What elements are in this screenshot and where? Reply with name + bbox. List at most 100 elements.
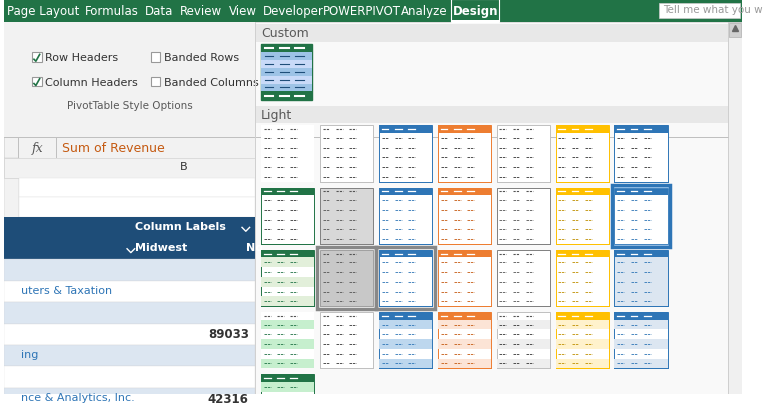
Bar <box>615 250 667 258</box>
Bar <box>379 250 432 306</box>
Text: Row Headers: Row Headers <box>45 53 118 63</box>
Text: Design: Design <box>452 5 498 18</box>
Bar <box>556 126 608 182</box>
Bar <box>556 250 608 258</box>
Bar <box>4 281 256 303</box>
Bar <box>437 312 491 320</box>
Bar <box>556 359 608 369</box>
Bar <box>379 126 432 134</box>
Bar <box>437 126 491 134</box>
Bar <box>379 359 432 369</box>
Text: 42316: 42316 <box>207 392 249 405</box>
Bar <box>261 359 314 369</box>
Bar <box>261 77 312 84</box>
Text: 89033: 89033 <box>207 328 249 341</box>
Bar <box>615 250 667 306</box>
Bar <box>556 312 608 320</box>
Bar <box>497 250 550 306</box>
Bar <box>261 188 314 196</box>
Bar <box>615 188 667 244</box>
Bar <box>379 339 432 349</box>
Text: Custom: Custom <box>261 27 308 40</box>
Bar <box>151 53 160 63</box>
Bar <box>437 250 491 258</box>
Bar <box>32 53 41 63</box>
Bar <box>376 247 435 309</box>
Bar <box>261 45 312 53</box>
Bar <box>451 21 500 23</box>
Bar <box>4 23 256 138</box>
Bar <box>451 0 500 23</box>
Bar <box>614 187 668 245</box>
Bar <box>437 188 491 196</box>
Bar <box>556 339 608 349</box>
Bar <box>320 188 373 244</box>
Bar <box>379 312 432 320</box>
Bar <box>611 185 671 247</box>
Bar <box>261 320 314 330</box>
Bar <box>261 69 312 77</box>
Bar <box>320 126 373 182</box>
Bar <box>4 0 742 23</box>
Text: No: No <box>246 242 263 252</box>
Bar <box>556 188 608 196</box>
Text: Analyze: Analyze <box>401 5 448 18</box>
Bar <box>728 23 742 394</box>
Bar <box>556 320 608 330</box>
Text: Review: Review <box>180 5 222 18</box>
Bar <box>261 61 312 69</box>
Text: Light: Light <box>261 109 292 122</box>
Bar <box>497 312 550 369</box>
Bar <box>437 339 491 349</box>
Bar <box>379 312 432 369</box>
Bar <box>497 126 550 182</box>
Bar <box>317 247 376 309</box>
Bar <box>615 339 667 349</box>
Bar <box>261 374 314 405</box>
Bar <box>556 188 608 244</box>
Bar <box>261 374 314 382</box>
Bar <box>379 320 432 330</box>
Bar <box>659 4 740 19</box>
Bar <box>437 126 491 182</box>
Text: View: View <box>229 5 257 18</box>
Text: Column Headers: Column Headers <box>45 77 138 87</box>
Bar <box>261 92 312 101</box>
Text: Tell me what you w: Tell me what you w <box>663 5 762 15</box>
Text: nce & Analytics, Inc.: nce & Analytics, Inc. <box>21 392 134 402</box>
Text: Midwest: Midwest <box>134 242 187 252</box>
Bar <box>437 312 491 369</box>
Bar <box>19 198 256 217</box>
Text: Sum of Revenue: Sum of Revenue <box>62 141 166 154</box>
Bar <box>261 401 314 405</box>
Bar <box>261 45 312 101</box>
Bar <box>379 188 432 244</box>
Bar <box>320 250 373 306</box>
Bar <box>615 126 667 182</box>
Bar <box>320 312 373 369</box>
Bar <box>379 250 432 258</box>
Bar <box>4 303 256 324</box>
Bar <box>261 126 314 182</box>
Bar <box>615 312 667 369</box>
Text: fx: fx <box>32 142 44 155</box>
Bar <box>4 159 19 394</box>
Text: Page Layout: Page Layout <box>7 5 80 18</box>
Bar <box>379 188 432 196</box>
Text: uters & Taxation: uters & Taxation <box>21 285 112 295</box>
Text: Formulas: Formulas <box>85 5 139 18</box>
Text: Banded Columns: Banded Columns <box>164 77 259 87</box>
Bar <box>615 126 667 134</box>
Text: POWERPIVOT: POWERPIVOT <box>323 5 401 18</box>
Bar <box>4 217 256 239</box>
Bar <box>261 258 314 268</box>
Text: Developer: Developer <box>263 5 324 18</box>
Bar <box>261 250 314 258</box>
Bar <box>4 345 256 367</box>
Bar <box>261 250 314 306</box>
Bar <box>4 138 742 139</box>
Bar <box>261 296 314 306</box>
Bar <box>261 312 314 369</box>
Bar <box>615 188 667 196</box>
Bar <box>497 320 550 330</box>
